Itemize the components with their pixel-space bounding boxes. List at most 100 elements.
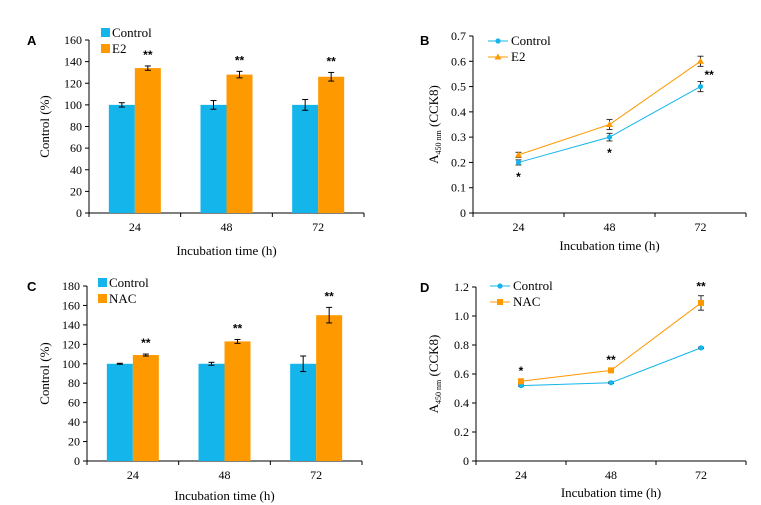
bar-control [106,363,133,461]
x-tick-label: 24 [515,468,527,482]
data-point-control [518,383,524,389]
bar-nac [132,355,159,461]
x-tick-label: 72 [312,220,324,234]
x-axis-title: Incubation time (h) [174,488,274,503]
chart-panel-c: C 0 20 40 60 80 100 120 140 160 180 24 48 72 Incubatio… [27,275,363,503]
legend-swatch-control [101,28,110,37]
y-tick-label: 0.2 [451,155,466,169]
bar-e2 [226,74,253,213]
data-point-e2 [606,121,613,127]
y-tick-label: 1.2 [454,280,469,294]
y-tick-label: 80 [70,120,82,134]
y-tick-label: 100 [64,98,82,112]
y-axis-title-rest: (CCK8) [426,85,441,130]
legend-marker-nac [497,299,503,305]
x-tick-label: 48 [604,220,616,234]
chart-panel-b: B 0 0.1 0.2 0.3 0.4 0.5 0.6 0.7 24 48 72 Incubation … [420,29,747,253]
y-tick-label: 160 [62,298,80,312]
panel-letter: A [27,33,37,48]
bar-nac [316,315,343,461]
y-tick-label: 20 [70,184,82,198]
bar-control [108,104,135,213]
y-axis-title-subscript: 450 nm [434,129,443,154]
legend-label: E2 [112,41,126,56]
y-tick-label: 0.5 [451,80,466,94]
x-tick-label: 48 [219,468,231,482]
legend-swatch-control [98,278,107,287]
data-point-control [608,380,614,386]
x-tick-label: 72 [695,468,707,482]
x-axis-title: Incubation time (h) [561,485,661,500]
legend-label: E2 [511,49,525,64]
y-tick-label: 0.4 [454,396,469,410]
y-axis-title: Control (%) [37,342,52,404]
bar-control [198,363,225,461]
legend-label: Control [513,278,553,293]
panel-letter: B [420,33,429,48]
significance-marker: ** [233,321,243,335]
y-tick-label: 0.6 [454,367,469,381]
significance-marker: ** [606,353,616,367]
data-point-nac [518,378,524,385]
x-tick-label: 24 [127,468,139,482]
bar-control [290,363,317,461]
y-tick-label: 0.2 [454,425,469,439]
bar-nac [224,341,251,461]
legend-swatch-e2 [101,44,110,53]
significance-marker: ** [235,53,245,67]
y-tick-label: 0.8 [454,338,469,352]
bar-control [292,104,319,213]
y-tick-label: 120 [62,337,80,351]
y-axis-title-rest: (CCK8) [426,335,441,380]
data-point-control [698,345,704,351]
significance-marker: ** [696,280,706,294]
legend-label: Control [112,25,152,40]
y-tick-label: 0.6 [451,54,466,68]
y-axis-title-subscript: 450 nm [434,379,443,404]
y-tick-label: 140 [64,55,82,69]
data-point-nac [698,299,704,306]
y-axis-title-main: A [426,154,441,164]
significance-marker: ** [324,289,334,303]
significance-marker: * [519,364,524,378]
significance-marker: ** [143,48,153,62]
chart-panel-d: D 0 0.2 0.4 0.6 0.8 1.0 1.2 24 48 72 Incubation tim… [420,278,747,500]
legend-label: Control [511,33,551,48]
y-tick-label: 40 [68,415,80,429]
y-tick-label: 80 [68,376,80,390]
panel-letter: D [420,280,429,295]
data-point-control [697,83,704,90]
y-tick-label: 0.7 [451,29,466,43]
significance-marker: * [607,146,612,160]
y-tick-label: 40 [70,163,82,177]
legend-swatch-nac [98,294,107,303]
y-axis-title: A450 nm (CCK8) [426,335,443,414]
y-tick-label: 160 [64,33,82,47]
x-axis-title: Incubation time (h) [559,238,659,253]
data-point-e2 [697,57,704,64]
y-axis-title: A450 nm (CCK8) [426,85,443,164]
x-tick-label: 48 [605,468,617,482]
significance-marker: ** [141,336,151,350]
data-point-nac [608,367,614,374]
data-point-e2 [515,151,522,158]
x-tick-label: 24 [513,220,525,234]
x-tick-label: 72 [695,220,707,234]
y-tick-label: 120 [64,76,82,90]
x-axis-title: Incubation time (h) [176,243,276,258]
y-tick-label: 0.4 [451,105,466,119]
bar-control [200,104,227,213]
legend-marker-control [495,38,501,44]
y-axis-title: Control (%) [37,95,52,157]
y-tick-label: 0 [463,454,469,468]
x-tick-label: 24 [129,220,141,234]
bar-e2 [318,76,345,213]
significance-marker: ** [705,68,715,82]
y-tick-label: 1.0 [454,309,469,323]
y-tick-label: 60 [70,141,82,155]
y-tick-label: 0.1 [451,181,466,195]
y-tick-label: 60 [68,396,80,410]
y-tick-label: 0 [460,206,466,220]
chart-panel-a: A 0 20 40 60 80 100 120 140 160 24 48 72 Incubation t… [27,25,365,258]
